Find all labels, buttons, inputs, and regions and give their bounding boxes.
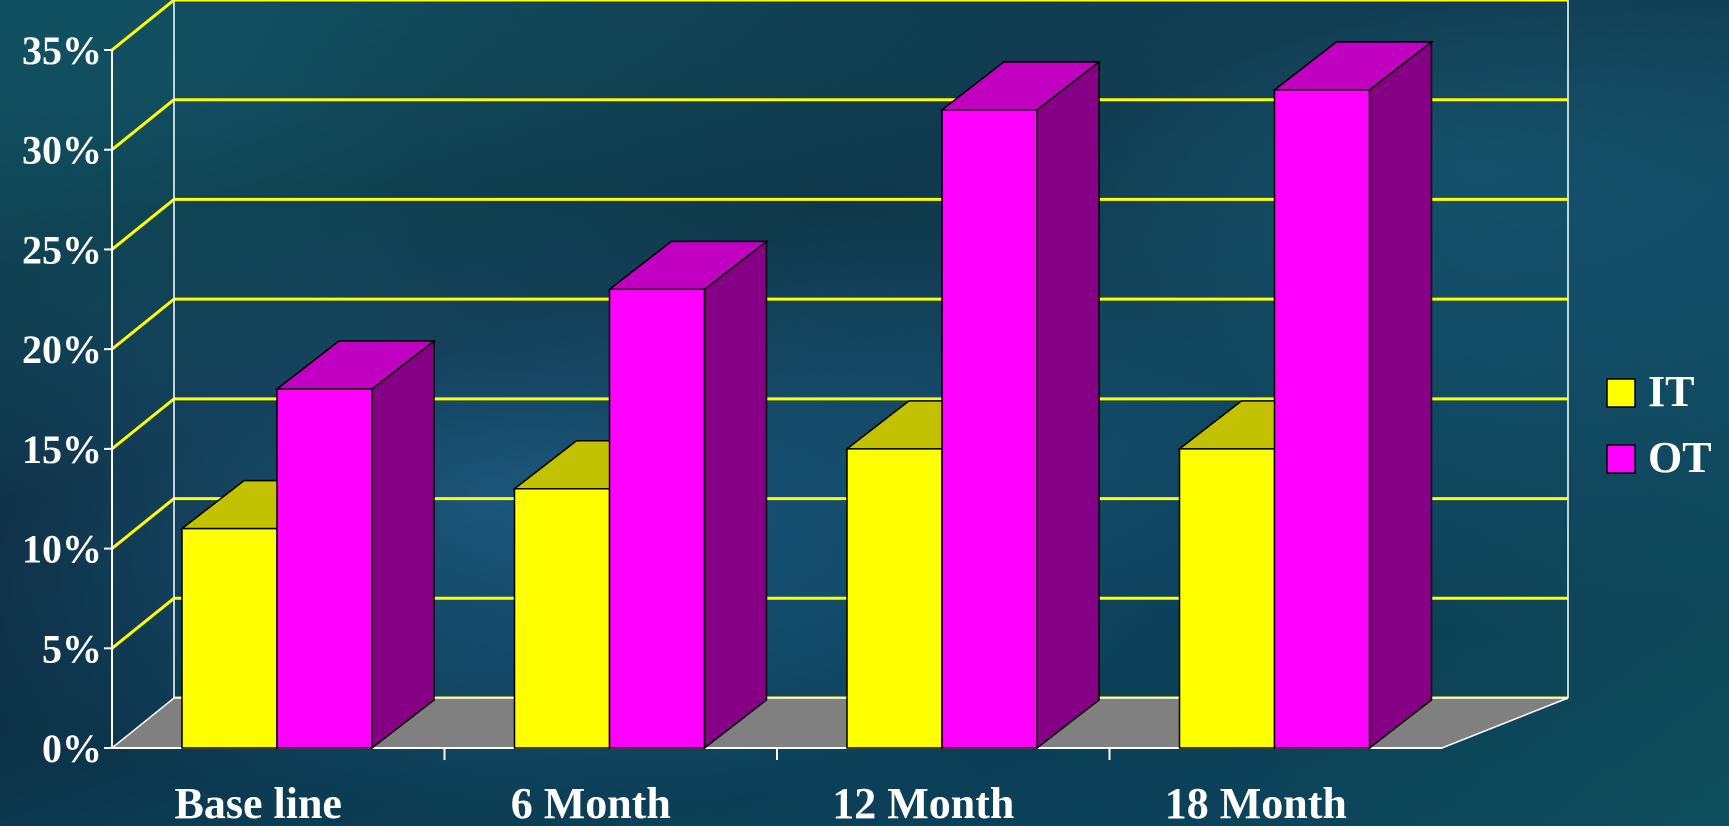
- bars: [179, 40, 1434, 750]
- bar-side: [1368, 40, 1433, 750]
- bar-ot-1: [607, 239, 769, 750]
- x-tick-label: Base line: [175, 779, 342, 826]
- bar-front: [608, 288, 706, 749]
- gridline-side: [111, 297, 175, 351]
- y-axis-ticks: 0% 5% 10% 15% 20% 25% 30% 35%: [22, 28, 112, 771]
- legend-label-ot: OT: [1648, 433, 1712, 482]
- legend: IT OT: [1606, 367, 1712, 482]
- bar-front: [1178, 448, 1276, 749]
- bar-ot-3: [1272, 40, 1434, 750]
- bar-side: [703, 239, 768, 750]
- x-tick-label: 18 Month: [1165, 779, 1347, 826]
- x-tick-label: 12 Month: [832, 779, 1014, 826]
- x-axis-ticks: Base line 6 Month 12 Month 18 Month: [175, 748, 1347, 826]
- x-tick-label: 6 Month: [511, 779, 671, 826]
- y-tick-label: 15%: [22, 427, 102, 472]
- gridline-side: [111, 0, 175, 52]
- y-tick-label: 20%: [22, 327, 102, 372]
- bar-front: [1273, 89, 1371, 749]
- y-tick-label: 0%: [42, 726, 102, 771]
- gridline-side: [111, 98, 175, 151]
- y-tick-label: 35%: [22, 28, 102, 73]
- bar-side: [371, 339, 435, 750]
- bar-front: [181, 527, 278, 749]
- bar-front: [276, 388, 373, 749]
- y-tick-label: 30%: [22, 128, 102, 173]
- y-tick-label: 10%: [22, 527, 102, 572]
- legend-swatch-it: [1606, 378, 1636, 408]
- bar-front: [941, 109, 1038, 749]
- bar-side: [1036, 60, 1100, 750]
- legend-swatch-ot: [1606, 444, 1636, 474]
- y-tick-label: 5%: [42, 626, 102, 671]
- bar-front: [846, 448, 943, 749]
- gridline-side: [111, 198, 175, 251]
- gridline-side: [111, 497, 175, 550]
- legend-label-it: IT: [1648, 367, 1694, 416]
- y-tick-label: 25%: [22, 227, 102, 272]
- bar-ot-0: [274, 339, 437, 750]
- bar-front: [513, 487, 611, 749]
- gridline-side: [111, 397, 175, 451]
- gridline-side: [111, 597, 175, 650]
- bar-ot-2: [939, 60, 1102, 750]
